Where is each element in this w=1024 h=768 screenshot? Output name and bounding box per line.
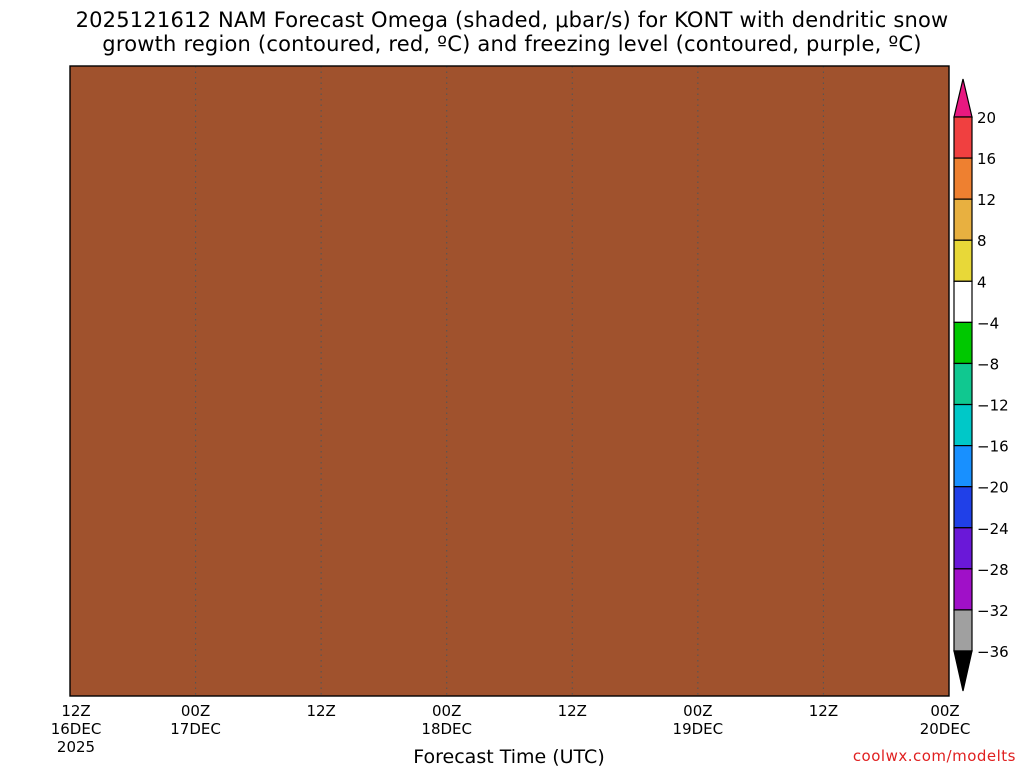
colorbar-bin-2 [953,198,973,241]
colorbar: 20 16 12 8 4 −4 −8 −12 −16 −20 −24 −28 −32 −36 [953,78,1009,692]
colorbar-label-8: −16 [977,438,1009,456]
x-tick-label-0-date: 16DEC [51,720,102,738]
x-tick-label-1-time: 00Z [181,702,210,720]
colorbar-bin-5 [953,321,973,365]
chart-title-line-1: 2025121612 NAM Forecast Omega (shaded, μ… [75,8,949,32]
x-tick-label-7-time: 00Z [930,702,959,720]
colorbar-top-arrow [953,78,973,118]
colorbar-bin-7 [953,403,973,447]
ground-terrain [70,66,949,696]
grid-lines [195,66,824,696]
plot-area: -18-18-18-12-12-12000 [70,66,949,696]
colorbar-bin-6 [953,362,973,406]
colorbar-label-2: 12 [977,191,996,209]
x-tick-label-5-time: 00Z [683,702,712,720]
colorbar-label-12: −32 [977,602,1009,620]
colorbar-label-3: 8 [977,232,987,250]
x-axis-title: Forecast Time (UTC) [413,746,604,768]
x-tick-label-5-date: 19DEC [673,720,724,738]
colorbar-label-6: −8 [977,355,999,373]
x-tick-label-4-time: 12Z [558,702,587,720]
chart-title-line-2: growth region (contoured, red, ºC) and f… [102,32,922,56]
colorbar-label-1: 16 [977,150,996,168]
colorbar-bin-8 [953,445,973,488]
colorbar-bin-10 [953,527,973,570]
colorbar-label-4: 4 [977,273,987,291]
x-tick-label-2-time: 12Z [306,702,335,720]
x-tick-label-3-date: 18DEC [421,720,472,738]
colorbar-bin-9 [953,486,973,529]
colorbar-label-0: 20 [977,109,996,127]
colorbar-label-11: −28 [977,561,1009,579]
x-tick-label-0-year: 2025 [57,738,95,756]
plot-frame [69,65,950,697]
chart-title: 2025121612 NAM Forecast Omega (shaded, μ… [0,8,1024,56]
x-tick-label-6-time: 12Z [809,702,838,720]
x-tick-label-3-time: 00Z [432,702,461,720]
colorbar-label-5: −4 [977,314,999,332]
colorbar-label-9: −20 [977,479,1009,497]
colorbar-label-10: −24 [977,520,1009,538]
colorbar-bin-1 [953,157,973,200]
colorbar-bin-12 [953,609,973,652]
colorbar-bottom-arrow [953,650,973,692]
x-tick-label-1-date: 17DEC [170,720,221,738]
colorbar-bin-3 [953,239,973,282]
colorbar-bin-0 [953,116,973,159]
x-tick-label-0-time: 12Z [61,702,90,720]
colorbar-bin-11 [953,568,973,611]
colorbar-bin-4 [953,280,973,323]
credit-text: coolwx.com/modelts [852,747,1016,765]
colorbar-label-13: −36 [977,643,1009,661]
colorbar-label-7: −12 [977,397,1009,415]
x-tick-label-7-date: 20DEC [920,720,971,738]
